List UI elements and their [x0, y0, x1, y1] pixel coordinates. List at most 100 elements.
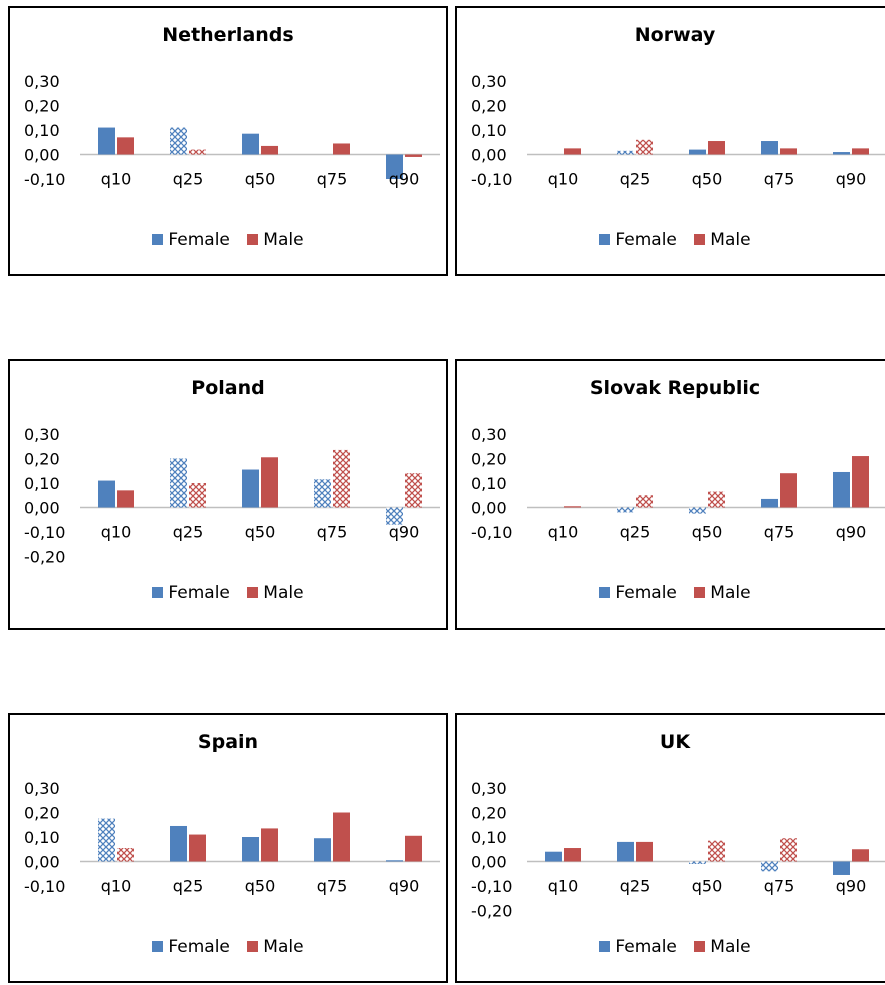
panel-poland: Poland -0,20 -0,10 0,00 0,10 0,20 0,30 q10 q25 q… [8, 359, 448, 630]
x-tick-label: q90 [836, 170, 867, 189]
chart-title: Slovak Republic [589, 377, 761, 399]
bar-male-q50 [708, 840, 725, 862]
bar-male-q25 [636, 495, 653, 508]
bar-female-q25 [170, 458, 187, 508]
legend-item-male: Male [247, 583, 304, 603]
legend-label-male: Male [710, 937, 751, 957]
bar-female-q90 [833, 861, 850, 875]
legend-swatch-female [152, 587, 164, 598]
x-tick-label: q25 [620, 523, 651, 542]
panel-slovak-republic: Slovak Republic -0,10 0,00 0,10 0,20 0,30 q10… [455, 359, 885, 630]
legend-label-female: Female [615, 937, 677, 957]
bar-male-q90 [852, 456, 869, 508]
bar-female-q75 [314, 838, 331, 862]
bar-male-q10 [564, 848, 581, 862]
x-tick-label: q10 [101, 170, 132, 189]
bar-female-q75 [761, 498, 778, 508]
y-tick-label: 0,20 [471, 450, 507, 469]
legend-label-male: Male [710, 230, 751, 250]
x-tick-label: q50 [692, 523, 723, 542]
bar-female-q90 [386, 507, 403, 525]
bar-male-q75 [333, 449, 350, 508]
bar-male-q90 [405, 154, 422, 157]
y-tick-label: 0,10 [471, 828, 507, 847]
chart-title: UK [659, 731, 691, 753]
bar-male-q50 [261, 145, 278, 155]
x-tick-label: q50 [245, 523, 276, 542]
x-tick-label: q10 [101, 877, 132, 896]
bar-male-q10 [564, 506, 581, 508]
bar-female-q50 [689, 861, 706, 864]
chart-legend: Female Male [457, 230, 885, 250]
y-tick-label: 0,10 [24, 828, 60, 847]
bar-female-q75 [761, 141, 778, 155]
bar-female-q50 [689, 507, 706, 514]
bar-female-q25 [170, 127, 187, 155]
chart-plot: -0,20 -0,10 0,00 0,10 0,20 0,30 q10 q25 q50 q75 q9… [24, 425, 440, 567]
y-tick-label: 0,30 [471, 779, 507, 798]
bar-female-q75 [761, 861, 778, 872]
legend-label-female: Female [615, 230, 677, 250]
y-tick-label: 0,00 [24, 499, 60, 518]
bar-male-q25 [189, 483, 206, 508]
bar-female-q50 [689, 149, 706, 155]
y-tick-label: -0,20 [24, 548, 65, 567]
x-tick-label: q90 [389, 170, 420, 189]
bar-male-q50 [708, 141, 725, 155]
x-tick-label: q50 [245, 170, 276, 189]
x-tick-label: q75 [317, 170, 348, 189]
y-tick-label: 0,30 [24, 72, 60, 91]
bar-male-q10 [564, 148, 581, 155]
y-tick-label: -0,10 [471, 170, 512, 189]
y-tick-label: -0,10 [471, 877, 512, 896]
y-tick-label: -0,10 [24, 170, 65, 189]
y-tick-label: 0,20 [24, 804, 60, 823]
x-tick-label: q10 [548, 170, 579, 189]
chart-plot: -0,10 0,00 0,10 0,20 0,30 q10 q25 q50 q75 q90 [24, 72, 440, 189]
panel-norway: Norway -0,10 0,00 0,10 0,20 0,30 q10 q25 q50 q75… [455, 6, 885, 276]
bar-female-q25 [617, 507, 634, 513]
legend-swatch-female [599, 941, 611, 952]
x-tick-label: q10 [548, 523, 579, 542]
y-tick-label: 0,10 [471, 121, 507, 140]
x-tick-label: q90 [389, 877, 420, 896]
x-tick-label: q10 [548, 877, 579, 896]
legend-item-male: Male [694, 937, 751, 957]
legend-swatch-male [247, 941, 259, 952]
x-tick-label: q25 [620, 877, 651, 896]
x-tick-label: q50 [692, 877, 723, 896]
bar-male-q25 [636, 139, 653, 155]
bar-male-q10 [117, 490, 134, 508]
y-tick-label: 0,00 [471, 146, 507, 165]
chart-plot: -0,10 0,00 0,10 0,20 0,30 q10 q25 q50 q75 q90 [24, 779, 440, 896]
x-tick-label: q75 [317, 523, 348, 542]
y-tick-label: 0,20 [471, 97, 507, 116]
y-tick-label: 0,10 [471, 474, 507, 493]
chart-title: Poland [191, 377, 265, 399]
legend-item-female: Female [152, 937, 230, 957]
bar-male-q10 [117, 848, 134, 862]
bar-male-q25 [189, 149, 206, 155]
legend-label-female: Female [615, 583, 677, 603]
bar-female-q90 [833, 152, 850, 155]
chart-plot: -0,10 0,00 0,10 0,20 0,30 q10 q25 q50 q75 q90 [471, 425, 885, 542]
legend-item-male: Male [694, 230, 751, 250]
y-tick-label: 0,10 [24, 474, 60, 493]
legend-label-male: Male [263, 230, 304, 250]
legend-item-male: Male [694, 583, 751, 603]
bar-female-q25 [170, 825, 187, 862]
legend-swatch-female [599, 587, 611, 598]
x-tick-label: q90 [836, 523, 867, 542]
bar-male-q50 [261, 828, 278, 862]
y-tick-label: 0,10 [24, 121, 60, 140]
bar-female-q90 [386, 860, 403, 862]
legend-label-male: Male [263, 583, 304, 603]
bar-male-q75 [780, 838, 797, 862]
y-tick-label: 0,20 [24, 97, 60, 116]
y-tick-label: 0,20 [24, 450, 60, 469]
bar-female-q50 [242, 837, 259, 862]
chart-legend: Female Male [10, 230, 446, 250]
bar-female-q10 [545, 851, 562, 862]
chart-legend: Female Male [10, 937, 446, 957]
chart-title: Netherlands [162, 24, 294, 46]
